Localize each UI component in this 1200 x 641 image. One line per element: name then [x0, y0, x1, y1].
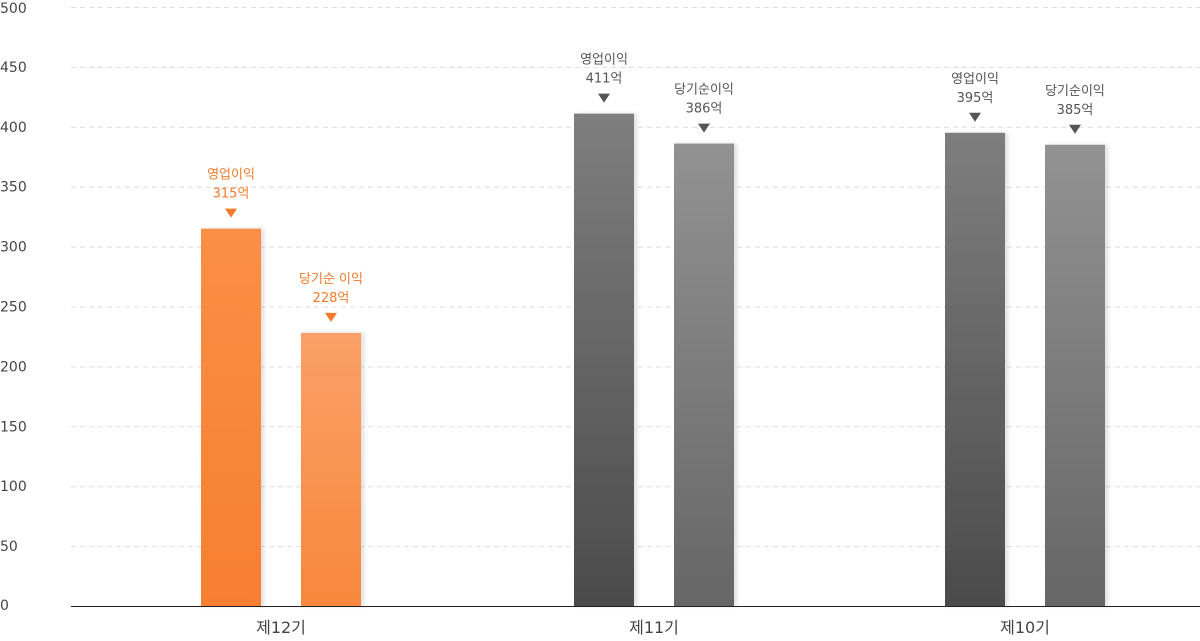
bar-operating-profit — [201, 228, 261, 606]
y-tick-label: 100 — [0, 479, 27, 495]
x-tick-label: 제12기 — [256, 618, 306, 637]
data-label-name: 당기순 이익 — [299, 272, 363, 287]
bar-net-income — [674, 143, 734, 606]
bar-net-income — [301, 332, 361, 606]
down-triangle-icon — [1069, 124, 1081, 134]
down-triangle-icon — [598, 93, 610, 103]
x-tick-label: 제10기 — [1000, 618, 1050, 637]
down-triangle-icon — [698, 123, 710, 133]
y-tick-label: 500 — [0, 1, 27, 17]
y-tick-label: 300 — [0, 240, 27, 256]
y-tick-label: 150 — [0, 419, 27, 435]
bar-operating-profit — [574, 113, 634, 606]
data-label-name: 당기순이익 — [1045, 84, 1105, 99]
down-triangle-icon — [225, 208, 237, 218]
data-label-value: 395억 — [957, 91, 994, 106]
x-tick-label: 제11기 — [629, 618, 679, 637]
data-label-value: 315억 — [213, 187, 250, 202]
data-label-value: 386억 — [686, 102, 723, 117]
data-label-name: 당기순이익 — [674, 83, 734, 98]
y-tick-label: 0 — [0, 598, 9, 614]
data-label-name: 영업이익 — [951, 72, 999, 87]
data-label-value: 228억 — [313, 291, 350, 306]
y-tick-label: 250 — [0, 300, 27, 316]
data-label-value: 411억 — [586, 72, 623, 87]
y-tick-label: 50 — [0, 539, 18, 555]
y-tick-label: 350 — [0, 180, 27, 196]
y-tick-label: 400 — [0, 120, 27, 136]
data-label-name: 영업이익 — [580, 53, 628, 68]
bar-operating-profit — [945, 132, 1005, 607]
down-triangle-icon — [969, 112, 981, 122]
down-triangle-icon — [325, 312, 337, 322]
data-label-name: 영업이익 — [207, 168, 255, 183]
bar-net-income — [1045, 144, 1105, 606]
y-tick-label: 200 — [0, 359, 27, 375]
data-label-value: 385억 — [1057, 103, 1094, 118]
y-tick-label: 450 — [0, 60, 27, 76]
